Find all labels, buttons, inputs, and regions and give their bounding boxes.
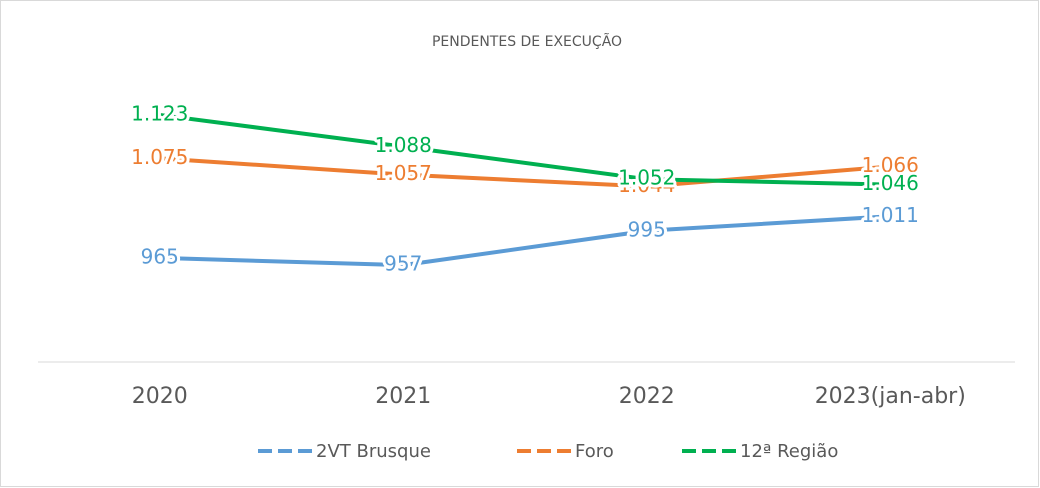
data-label: 1.046 <box>862 171 919 195</box>
x-tick-label: 2020 <box>132 384 188 409</box>
series-line <box>159 214 891 268</box>
data-label: 957 <box>384 252 422 276</box>
x-tick-label: 2022 <box>619 384 675 409</box>
x-tick-label: 2021 <box>375 384 431 409</box>
x-tick-label: 2023(jan-abr) <box>815 384 966 409</box>
data-label: 1.011 <box>862 203 919 227</box>
data-label: 965 <box>141 244 179 268</box>
legend-label: 2VT Brusque <box>316 441 431 462</box>
data-label: 1.088 <box>375 133 432 157</box>
series-line <box>159 112 891 187</box>
data-label: 1.123 <box>131 101 188 125</box>
data-label: 1.044 <box>618 173 675 197</box>
data-label: 1.075 <box>131 145 188 169</box>
legend-label: Foro <box>575 441 614 462</box>
data-label: 1.052 <box>618 166 675 190</box>
chart-title: PENDENTES DE EXECUÇÃO <box>432 33 622 50</box>
series-line <box>159 156 891 189</box>
data-label: 995 <box>628 217 666 241</box>
data-label: 1.066 <box>862 153 919 177</box>
legend-label: 12ª Região <box>740 441 838 462</box>
data-label: 1.057 <box>375 161 432 185</box>
